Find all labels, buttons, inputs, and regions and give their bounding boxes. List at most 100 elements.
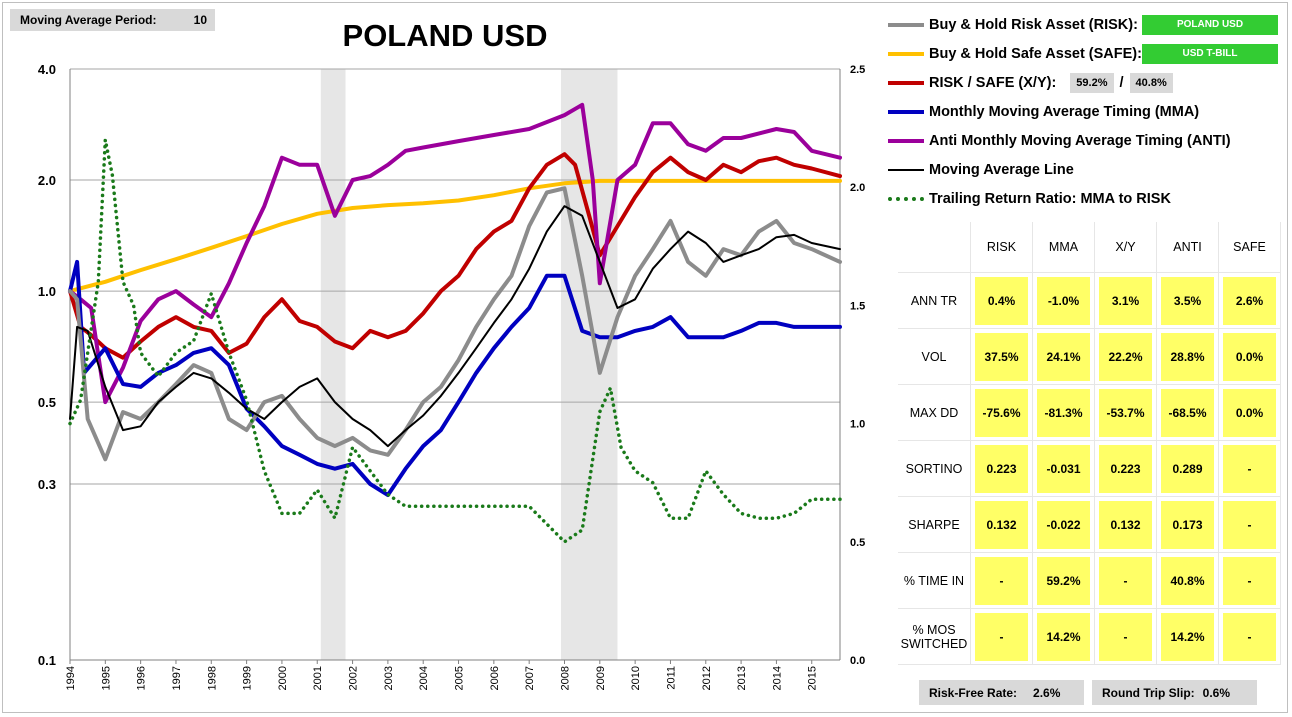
- risk-swatch: [888, 23, 924, 27]
- stats-value: -: [1223, 500, 1276, 549]
- stats-cell: -53.7%: [1095, 385, 1157, 441]
- x-tick-label: 2010: [630, 666, 642, 690]
- stats-cell: 0.223: [1095, 441, 1157, 497]
- stats-cell: -0.022: [1033, 497, 1095, 553]
- stats-table: RISK MMA X/Y ANTI SAFE ANN TR 0.4% -1.0% 3.…: [898, 222, 1281, 665]
- stats-value: 0.0%: [1223, 332, 1276, 381]
- stats-cell: -81.3%: [1033, 385, 1095, 441]
- stats-value: -: [1223, 612, 1276, 661]
- risk-free-value[interactable]: 2.6%: [1033, 685, 1061, 700]
- y-right-tick-label: 1.0: [850, 419, 865, 431]
- ma-period-value[interactable]: 10: [193, 13, 207, 27]
- y-left-tick-label: 4.0: [38, 62, 56, 77]
- chart-svg: 4.0 2.0 1.0 0.5 0.3 0.1 2.5 2.0 1.5 1.0 0.5 0.0 1994…: [38, 62, 865, 690]
- y-right-tick-label: 2.5: [850, 64, 865, 76]
- stats-cell: -1.0%: [1033, 273, 1095, 329]
- stats-cell: -68.5%: [1157, 385, 1219, 441]
- slip-box: Round Trip Slip: 0.6%: [1092, 680, 1257, 705]
- stats-cell: 37.5%: [971, 329, 1033, 385]
- axes: [69, 69, 841, 664]
- x-tick-label: 2008: [559, 666, 571, 690]
- stats-row-label: % MOS SWITCHED: [898, 609, 971, 665]
- stats-row: % TIME IN -59.2% -40.8% -: [898, 553, 1281, 609]
- y-left-tick-label: 2.0: [38, 173, 56, 188]
- stats-value: -0.031: [1037, 444, 1090, 493]
- stats-row-label: SORTINO: [898, 441, 971, 497]
- safe-asset-tag[interactable]: USD T-BILL: [1142, 44, 1278, 64]
- x-tick-label: 2014: [771, 666, 783, 690]
- stats-value: -68.5%: [1161, 388, 1214, 437]
- stats-cell: 14.2%: [1033, 609, 1095, 665]
- legend-safe-label: Buy & Hold Safe Asset (SAFE):: [929, 46, 1142, 62]
- legend-xy-label: RISK / SAFE (X/Y):: [929, 75, 1057, 91]
- x-tick-label: 1996: [136, 666, 148, 690]
- legend-mma-label: Monthly Moving Average Timing (MMA): [929, 104, 1200, 120]
- stats-cell: 0.173: [1157, 497, 1219, 553]
- col-header: SAFE: [1219, 222, 1281, 273]
- stats-row-label: ANN TR: [898, 273, 971, 329]
- x-tick-label: 2007: [524, 666, 536, 690]
- stats-value: 0.132: [975, 500, 1028, 549]
- stats-row: ANN TR 0.4% -1.0% 3.1% 3.5% 2.6%: [898, 273, 1281, 329]
- stats-value: 3.1%: [1099, 276, 1152, 325]
- stats-cell: -: [1219, 609, 1281, 665]
- stats-value: -: [975, 556, 1028, 605]
- stats-row: SHARPE 0.132 -0.022 0.132 0.173-: [898, 497, 1281, 553]
- tick-labels: 4.0 2.0 1.0 0.5 0.3 0.1 2.5 2.0 1.5 1.0 0.5 0.0 1994…: [38, 62, 865, 690]
- series-line: [68, 186, 842, 462]
- y-right-tick-label: 0.0: [850, 655, 865, 667]
- stats-row: VOL 37.5% 24.1% 22.2% 28.8% 0.0%: [898, 329, 1281, 385]
- legend-ma-line: Moving Average Line: [888, 159, 1074, 181]
- x-tick-label: 2006: [489, 666, 501, 690]
- x-tick-label: 2003: [383, 666, 395, 690]
- legend-anti-label: Anti Monthly Moving Average Timing (ANTI…: [929, 133, 1231, 149]
- stats-cell: 3.1%: [1095, 273, 1157, 329]
- legend-trr-label: Trailing Return Ratio: MMA to RISK: [929, 191, 1171, 207]
- stats-value: 0.0%: [1223, 388, 1276, 437]
- stats-value: 0.289: [1161, 444, 1214, 493]
- x-tick-label: 2004: [418, 666, 430, 690]
- col-header: RISK: [971, 222, 1033, 273]
- stats-value: 28.8%: [1161, 332, 1214, 381]
- risk-free-box: Risk-Free Rate: 2.6%: [919, 680, 1084, 705]
- x-tick-label: 2009: [595, 666, 607, 690]
- x-tick-label: 2011: [665, 666, 677, 690]
- xy-swatch: [888, 81, 924, 85]
- mma-swatch: [888, 110, 924, 114]
- x-tick-label: 1995: [100, 666, 112, 690]
- stats-value: 0.173: [1161, 500, 1214, 549]
- stats-row-label: % TIME IN: [898, 553, 971, 609]
- x-tick-label: 2002: [348, 666, 360, 690]
- stats-row: MAX DD -75.6% -81.3% -53.7% -68.5% 0.0%: [898, 385, 1281, 441]
- slip-label: Round Trip Slip:: [1102, 685, 1195, 700]
- y-left-tick-label: 0.5: [38, 395, 56, 410]
- slip-value[interactable]: 0.6%: [1202, 685, 1231, 700]
- stats-row-label: SHARPE: [898, 497, 971, 553]
- shaded-periods: [320, 69, 618, 660]
- stats-cell: -: [971, 609, 1033, 665]
- risk-free-label: Risk-Free Rate:: [929, 685, 1018, 700]
- x-tick-label: 2001: [312, 666, 324, 690]
- series-line: [69, 205, 841, 448]
- stats-value: -: [1223, 444, 1276, 493]
- stats-cell: 14.2%: [1157, 609, 1219, 665]
- x-tick-label: 2012: [701, 666, 713, 690]
- xy-risk-pct[interactable]: 59.2%: [1070, 73, 1114, 93]
- series-group: [68, 102, 842, 544]
- stats-value: 14.2%: [1161, 612, 1214, 661]
- stats-corner: [898, 222, 971, 273]
- stats-cell: 0.0%: [1219, 385, 1281, 441]
- x-tick-label: 1999: [242, 666, 254, 690]
- anti-swatch: [888, 139, 924, 143]
- stats-value: -: [1099, 612, 1152, 661]
- stats-value: -: [1099, 556, 1152, 605]
- risk-asset-tag[interactable]: POLAND USD: [1142, 15, 1278, 35]
- stats-cell: 22.2%: [1095, 329, 1157, 385]
- series-line: [68, 178, 842, 294]
- stats-row: % MOS SWITCHED -14.2% -14.2% -: [898, 609, 1281, 665]
- col-header: X/Y: [1095, 222, 1157, 273]
- stats-cell: 0.132: [971, 497, 1033, 553]
- series-line: [68, 138, 842, 544]
- stats-cell: -: [1095, 609, 1157, 665]
